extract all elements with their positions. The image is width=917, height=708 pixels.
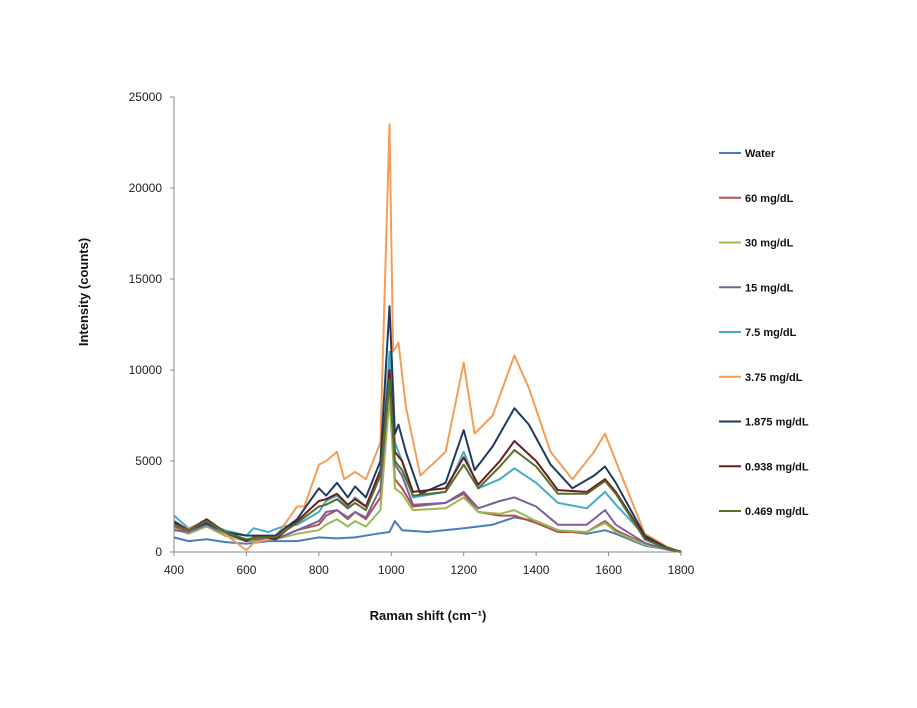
plot-lines: [173, 123, 682, 553]
legend: Water 60 mg/dL 30 mg/dL 15 mg/dL 7.5 mg/dL 3.…: [719, 148, 809, 518]
y-axis-title: Intensity (counts): [76, 238, 91, 346]
series-line-7: [173, 369, 682, 553]
x-tick-label: 1200: [450, 563, 477, 577]
y-tick-label: 10000: [129, 363, 163, 377]
legend-label: 1.875 mg/dL: [745, 417, 809, 429]
series-line-0: [173, 516, 682, 553]
legend-label: 7.5 mg/dL: [745, 327, 797, 339]
y-ticks: 0 5000 10000 15000 20000 25000: [129, 90, 174, 559]
x-axis-title: Raman shift (cm⁻¹): [370, 608, 487, 623]
legend-label: 30 mg/dL: [745, 238, 794, 250]
x-tick-label: 600: [236, 563, 256, 577]
legend-label: 15 mg/dL: [745, 282, 794, 294]
legend-label: 60 mg/dL: [745, 193, 794, 205]
y-tick-label: 0: [155, 545, 162, 559]
x-tick-label: 400: [164, 563, 184, 577]
series-line-4: [173, 350, 682, 553]
legend-label: 0.469 mg/dL: [745, 506, 809, 518]
y-tick-label: 25000: [129, 90, 163, 104]
legend-label: 3.75 mg/dL: [745, 372, 803, 384]
x-tick-label: 800: [309, 563, 329, 577]
legend-label: Water: [745, 148, 776, 160]
series-line-8: [173, 378, 682, 553]
x-tick-label: 1400: [523, 563, 550, 577]
series-line-5: [173, 123, 682, 553]
series-line-2: [173, 396, 682, 553]
x-ticks: 400 600 800 1000 1200 1400 1600 1800: [164, 552, 695, 577]
y-tick-label: 15000: [129, 272, 163, 286]
legend-label: 0.938 mg/dL: [745, 461, 809, 473]
series-line-6: [173, 305, 682, 553]
x-tick-label: 1600: [595, 563, 622, 577]
y-tick-label: 20000: [129, 181, 163, 195]
x-tick-label: 1800: [668, 563, 695, 577]
x-tick-label: 1000: [378, 563, 405, 577]
y-tick-label: 5000: [135, 454, 162, 468]
